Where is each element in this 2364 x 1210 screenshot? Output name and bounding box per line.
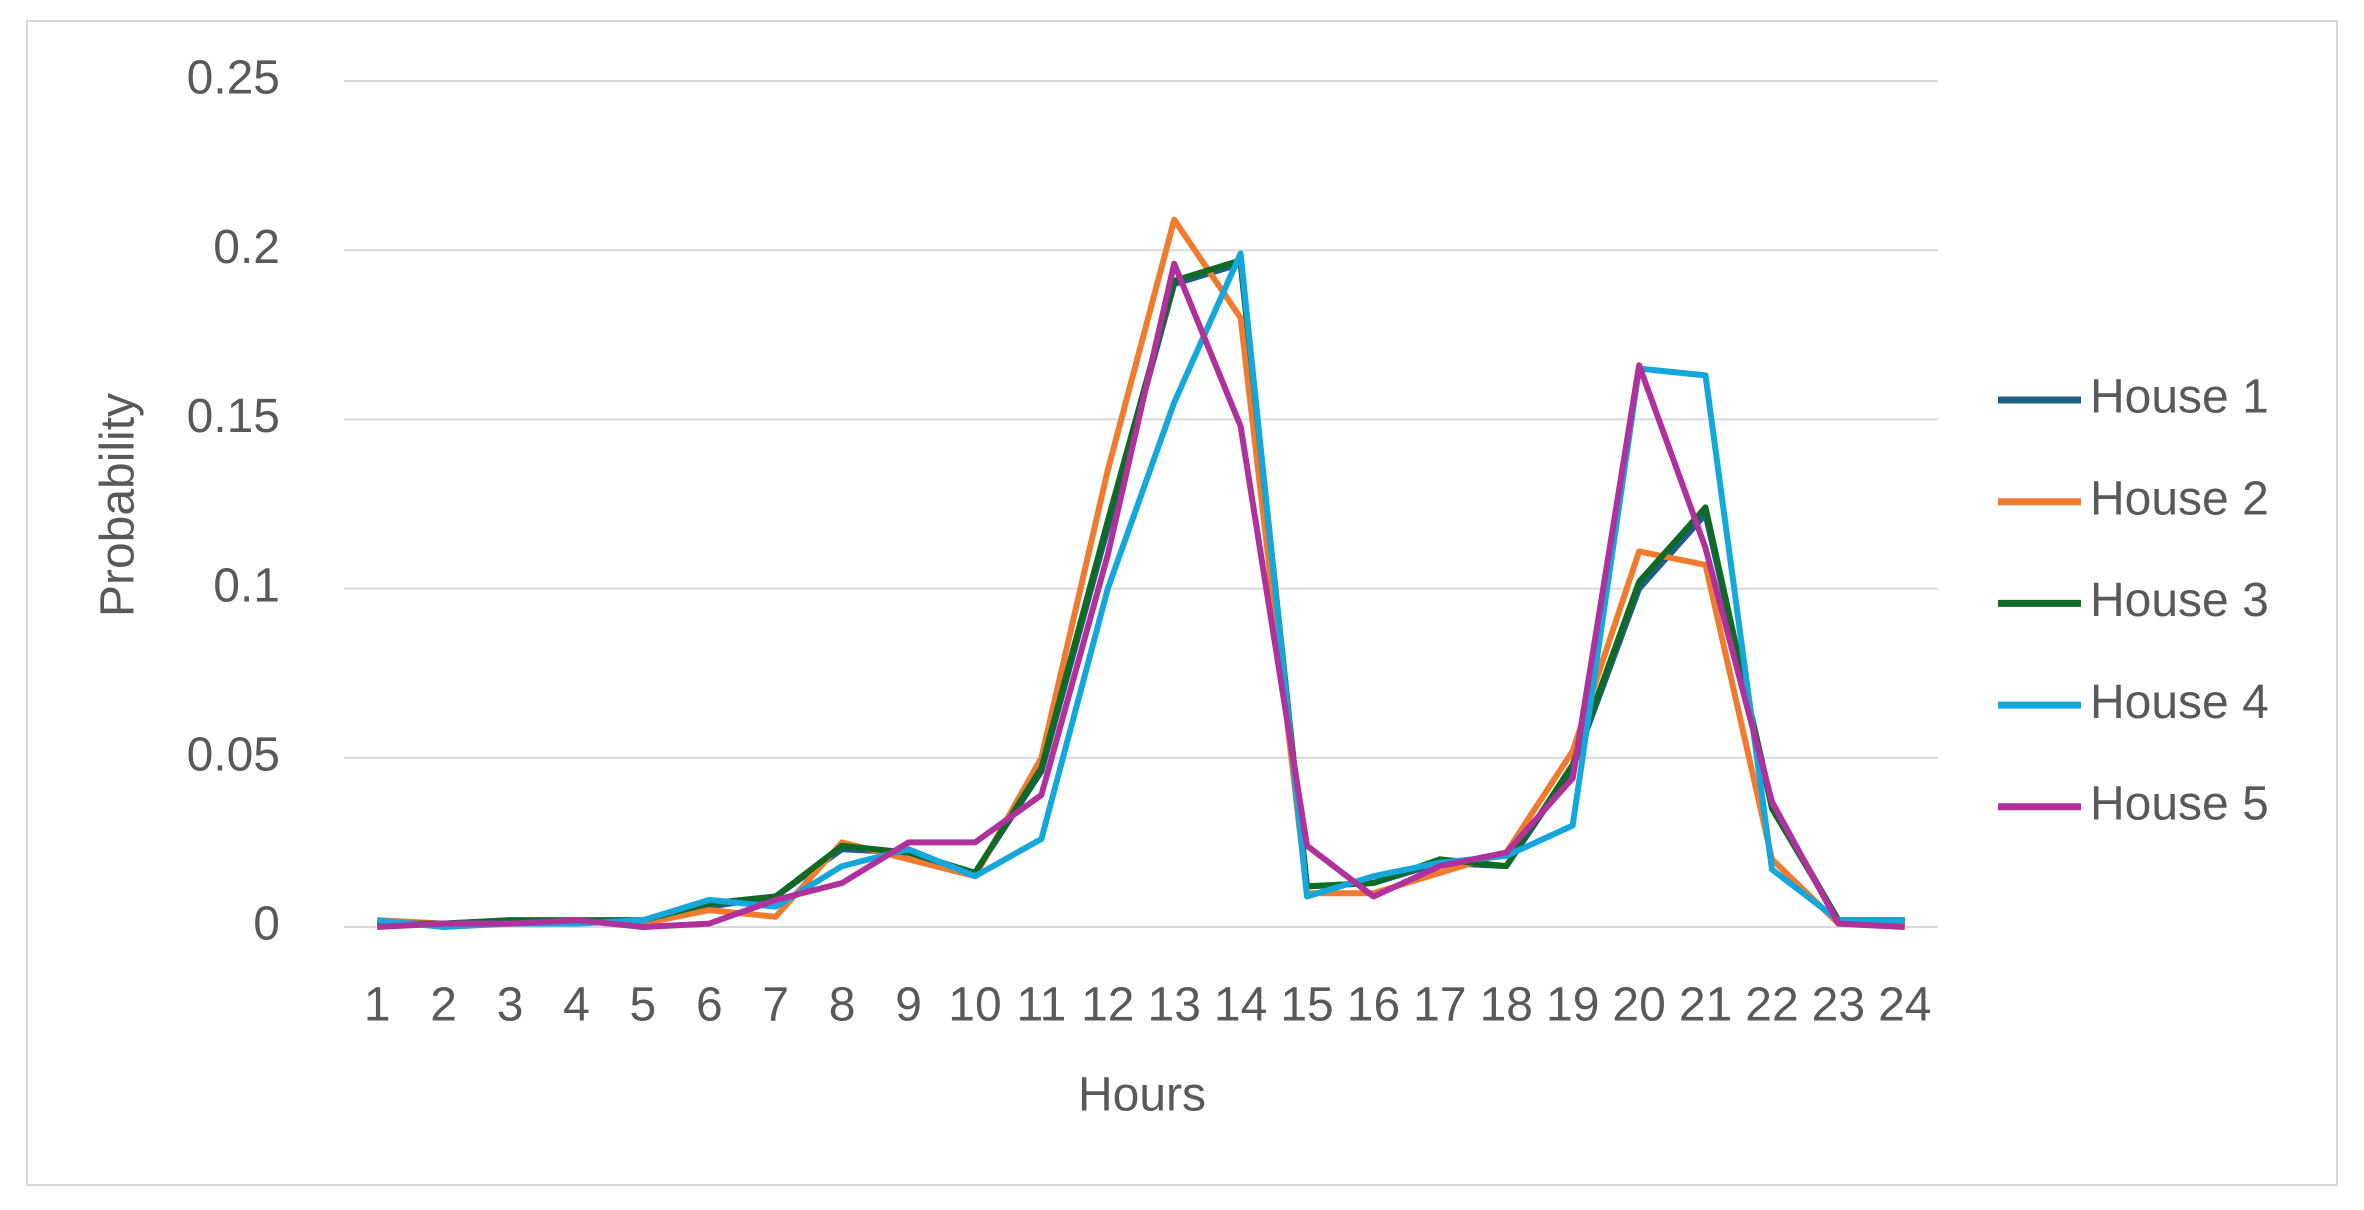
legend-label: House 4 bbox=[2090, 676, 2269, 729]
x-tick-label: 11 bbox=[1016, 979, 1066, 1032]
y-tick-label: 0.05 bbox=[187, 728, 280, 781]
x-tick-label: 5 bbox=[630, 979, 657, 1032]
legend-label: House 5 bbox=[2090, 777, 2269, 830]
x-tick-label: 1 bbox=[364, 979, 391, 1032]
x-tick-label: 21 bbox=[1679, 979, 1732, 1032]
x-tick-label: 3 bbox=[497, 979, 524, 1032]
x-tick-label: 22 bbox=[1745, 979, 1798, 1032]
legend-label: House 1 bbox=[2090, 371, 2269, 424]
series-line bbox=[376, 250, 1905, 930]
x-tick-label: 10 bbox=[948, 979, 1001, 1032]
x-tick-label: 8 bbox=[829, 979, 856, 1032]
x-tick-label: 6 bbox=[696, 979, 723, 1032]
x-tick-label: 9 bbox=[895, 979, 922, 1032]
y-axis-title: Probability bbox=[92, 393, 145, 617]
y-tick-label: 0.1 bbox=[213, 559, 280, 612]
x-axis-title: Hours bbox=[1078, 1069, 1206, 1122]
x-tick-label: 23 bbox=[1812, 979, 1865, 1032]
legend-label: House 2 bbox=[2090, 472, 2269, 525]
x-tick-label: 13 bbox=[1148, 979, 1201, 1032]
legend-label: House 3 bbox=[2090, 574, 2269, 627]
x-tick-label: 17 bbox=[1413, 979, 1466, 1032]
x-tick-label: 12 bbox=[1081, 979, 1134, 1032]
series-line bbox=[377, 260, 1905, 930]
y-tick-label: 0.25 bbox=[187, 52, 280, 105]
x-tick-label: 20 bbox=[1612, 979, 1665, 1032]
y-tick-label: 0 bbox=[253, 898, 280, 951]
x-tick-label: 14 bbox=[1214, 979, 1267, 1032]
chart-border bbox=[26, 20, 2338, 1186]
x-tick-label: 2 bbox=[430, 979, 457, 1032]
x-tick-label: 4 bbox=[563, 979, 590, 1032]
x-tick-label: 15 bbox=[1280, 979, 1333, 1032]
x-tick-label: 19 bbox=[1546, 979, 1599, 1032]
x-tick-label: 18 bbox=[1480, 979, 1533, 1032]
x-tick-label: 16 bbox=[1347, 979, 1400, 1032]
x-tick-label: 7 bbox=[762, 979, 789, 1032]
y-tick-label: 0.2 bbox=[213, 221, 280, 274]
y-tick-label: 0.15 bbox=[187, 390, 280, 443]
x-tick-label: 24 bbox=[1878, 979, 1931, 1032]
